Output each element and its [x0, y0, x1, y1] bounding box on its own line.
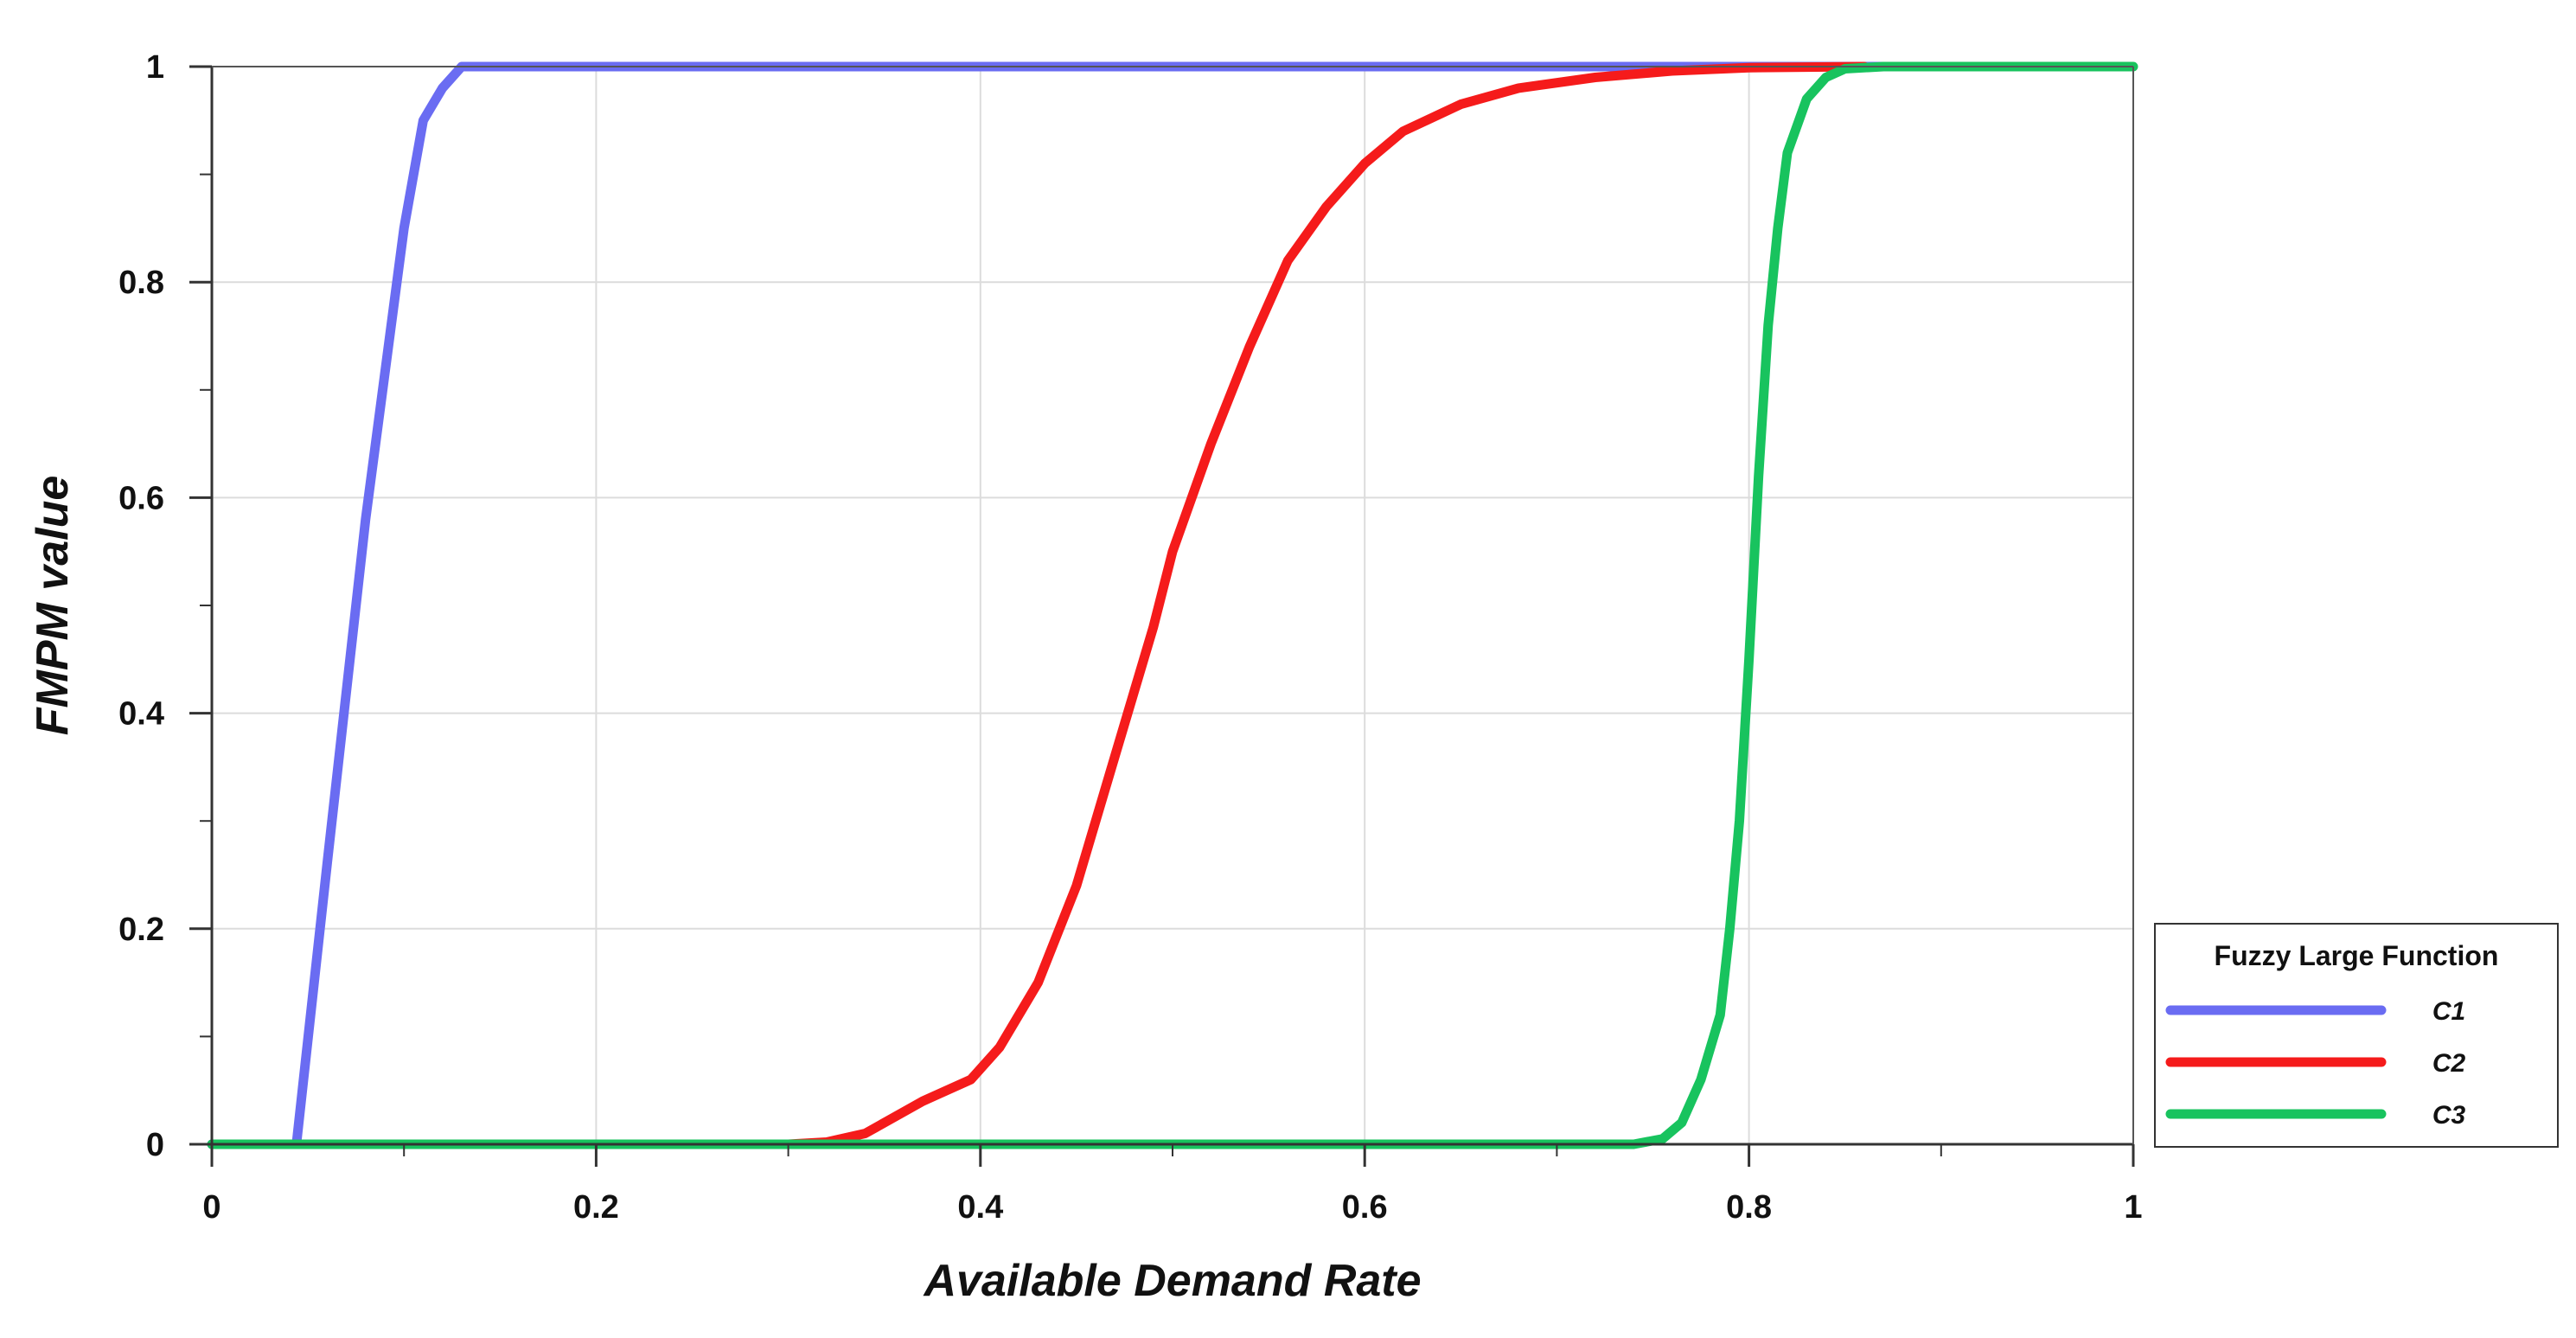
y-tick-label: 0 — [146, 1127, 164, 1163]
legend-title: Fuzzy Large Function — [2215, 940, 2499, 971]
axes: 0 0.2 0.4 0.6 0.8 1 0 0.2 0.4 0.6 0.8 1 — [118, 49, 2142, 1226]
x-tick-label: 0.4 — [957, 1189, 1003, 1226]
legend-label-c3: C3 — [2432, 1101, 2466, 1130]
y-tick-label: 0.8 — [118, 265, 164, 301]
legend-label-c1: C1 — [2432, 997, 2465, 1026]
series-line-c3 — [207, 61, 2138, 1149]
legend: Fuzzy Large Function C1 C2 C3 — [2154, 923, 2559, 1148]
x-axis-title: Available Demand Rate — [922, 1256, 1421, 1306]
x-tick-label: 0.6 — [1342, 1189, 1388, 1226]
series-line-c1 — [207, 61, 1908, 1149]
grid — [212, 67, 2133, 1144]
y-tick-label: 1 — [146, 49, 164, 86]
y-tick-label: 0.6 — [118, 480, 164, 516]
x-tick-label: 0.8 — [1726, 1189, 1772, 1226]
y-axis-title: FMPM value — [28, 476, 78, 736]
y-tick-label: 0.4 — [118, 696, 164, 733]
series-line-c2 — [783, 61, 1870, 1149]
x-tick-label: 0.2 — [573, 1189, 619, 1226]
legend-label-c2: C2 — [2432, 1049, 2466, 1078]
y-tick-label: 0.2 — [118, 912, 164, 948]
x-tick-label: 1 — [2124, 1189, 2142, 1226]
x-tick-label: 0 — [202, 1189, 221, 1226]
series-lines — [207, 61, 2138, 1149]
